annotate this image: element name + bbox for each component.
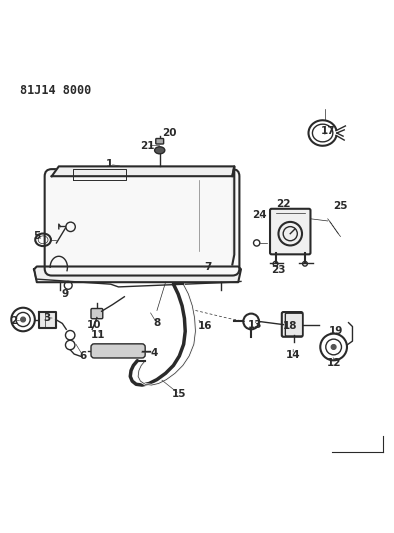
Text: 2: 2 — [10, 316, 17, 326]
Text: 17: 17 — [321, 126, 336, 136]
Polygon shape — [34, 266, 241, 282]
Text: 1: 1 — [106, 159, 113, 169]
Text: 11: 11 — [91, 330, 105, 340]
Text: 24: 24 — [253, 211, 267, 221]
Text: 15: 15 — [172, 389, 187, 399]
Text: 12: 12 — [327, 358, 342, 368]
FancyBboxPatch shape — [285, 313, 303, 336]
Polygon shape — [52, 166, 234, 176]
Circle shape — [331, 345, 336, 349]
Text: 14: 14 — [286, 350, 301, 360]
Text: 18: 18 — [283, 321, 298, 331]
FancyBboxPatch shape — [91, 344, 145, 358]
Text: 20: 20 — [162, 128, 177, 138]
Text: 81J14 8000: 81J14 8000 — [20, 84, 91, 97]
Text: 4: 4 — [150, 348, 158, 358]
Circle shape — [21, 317, 26, 322]
FancyBboxPatch shape — [91, 309, 103, 319]
Text: 3: 3 — [43, 312, 51, 322]
Text: 25: 25 — [333, 200, 348, 211]
Text: 5: 5 — [33, 231, 41, 241]
Text: 23: 23 — [271, 265, 285, 276]
Text: 19: 19 — [329, 326, 344, 336]
FancyBboxPatch shape — [45, 169, 240, 276]
Polygon shape — [39, 312, 56, 328]
FancyBboxPatch shape — [156, 139, 164, 144]
Text: 9: 9 — [62, 289, 69, 299]
Polygon shape — [232, 166, 234, 264]
Text: 7: 7 — [204, 262, 212, 272]
FancyBboxPatch shape — [270, 209, 310, 254]
Ellipse shape — [155, 147, 164, 153]
Text: 6: 6 — [80, 351, 87, 361]
Text: 22: 22 — [276, 199, 291, 209]
Text: 13: 13 — [248, 320, 262, 330]
Text: 21: 21 — [140, 141, 155, 151]
Text: 16: 16 — [198, 321, 212, 331]
Text: 10: 10 — [87, 320, 101, 329]
FancyBboxPatch shape — [282, 312, 303, 337]
Text: 8: 8 — [153, 318, 161, 328]
